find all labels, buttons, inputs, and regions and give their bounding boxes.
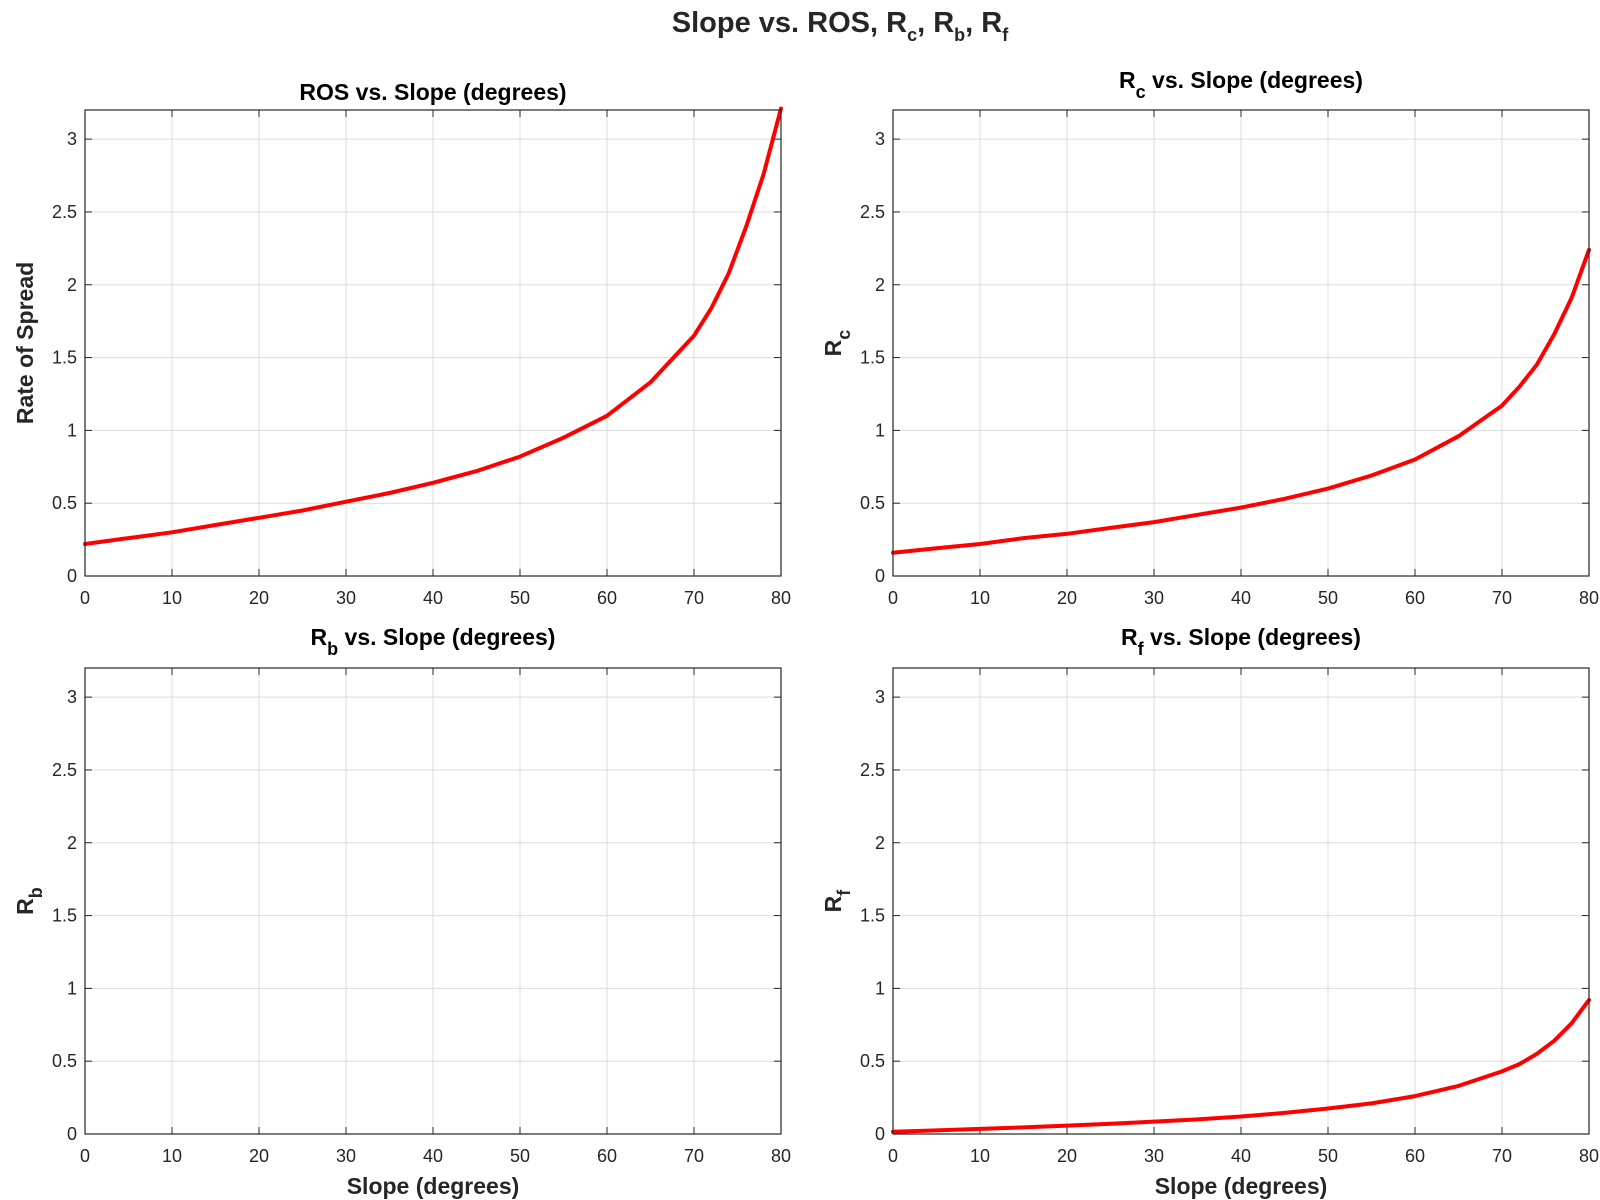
- y-tick-label: 3: [875, 687, 885, 707]
- x-tick-label: 0: [80, 588, 90, 608]
- y-tick-label: 1.5: [860, 348, 885, 368]
- subplot-title: Rc vs. Slope (degrees): [1119, 67, 1363, 102]
- series-line-r-f: [891, 998, 1591, 1134]
- y-tick-label: 0: [67, 566, 77, 586]
- y-tick-label: 1: [875, 978, 885, 998]
- y-tick-label: 2: [67, 833, 77, 853]
- x-tick-label: 50: [1318, 1146, 1338, 1166]
- x-tick-label: 80: [1579, 1146, 1599, 1166]
- x-tick-label: 10: [162, 1146, 182, 1166]
- x-tick-label: 40: [423, 588, 443, 608]
- y-tick-label: 0: [67, 1124, 77, 1144]
- x-tick-label: 70: [684, 1146, 704, 1166]
- figure-title: Slope vs. ROS, Rc, Rb, Rf: [672, 7, 1009, 45]
- y-tick-label: 0.5: [52, 493, 77, 513]
- x-tick-label: 70: [1492, 588, 1512, 608]
- subplot-3: 0 10 20 30 40 50 60 70 80 0 0.5 1 1.5 2 2.5 3 Rb vs. Slo…: [12, 624, 791, 1199]
- y-tick-label: 0.5: [860, 493, 885, 513]
- x-tick-label: 40: [1231, 588, 1251, 608]
- axes-frame: [84, 109, 782, 577]
- x-tick-label: 80: [1579, 588, 1599, 608]
- axes-frame: [892, 667, 1590, 1135]
- y-axis-label: Rb: [12, 887, 46, 915]
- y-tick-label: 3: [875, 129, 885, 149]
- y-tick-label: 2.5: [860, 760, 885, 780]
- x-tick-label: 70: [684, 588, 704, 608]
- y-tick-label: 1: [67, 420, 77, 440]
- series-line-r-c: [891, 247, 1591, 555]
- axes-frame: [892, 109, 1590, 577]
- x-tick-label: 80: [771, 1146, 791, 1166]
- subplot-title: Rf vs. Slope (degrees): [1121, 624, 1361, 659]
- y-tick-label: 2: [875, 275, 885, 295]
- x-tick-label: 20: [249, 588, 269, 608]
- x-tick-label: 60: [1405, 1146, 1425, 1166]
- x-tick-label: 50: [1318, 588, 1338, 608]
- y-tick-label: 1: [67, 978, 77, 998]
- subplot-title: ROS vs. Slope (degrees): [299, 79, 566, 105]
- x-tick-label: 30: [336, 1146, 356, 1166]
- x-tick-label: 0: [888, 1146, 898, 1166]
- y-axis-label: Rf: [820, 889, 854, 913]
- x-axis-label: Slope (degrees): [1155, 1173, 1328, 1199]
- x-tick-label: 30: [1144, 1146, 1164, 1166]
- y-tick-label: 1: [875, 420, 885, 440]
- y-axis-label: Rate of Spread: [12, 262, 38, 424]
- y-tick-label: 2.5: [52, 202, 77, 222]
- y-tick-label: 0: [875, 1124, 885, 1144]
- subplot-2: 0 10 20 30 40 50 60 70 80 0 0.5 1 1.5 2 2.5 3 Rc vs. Slo…: [820, 67, 1599, 608]
- x-tick-label: 50: [510, 1146, 530, 1166]
- y-tick-label: 2.5: [52, 760, 77, 780]
- x-tick-label: 10: [162, 588, 182, 608]
- x-tick-label: 0: [888, 588, 898, 608]
- x-tick-label: 20: [1057, 588, 1077, 608]
- y-tick-label: 0: [875, 566, 885, 586]
- y-tick-label: 3: [67, 129, 77, 149]
- y-tick-label: 3: [67, 687, 77, 707]
- axes-frame: [84, 667, 782, 1135]
- x-tick-label: 60: [1405, 588, 1425, 608]
- x-tick-label: 50: [510, 588, 530, 608]
- x-tick-label: 20: [249, 1146, 269, 1166]
- y-tick-label: 1.5: [860, 906, 885, 926]
- x-tick-label: 30: [1144, 588, 1164, 608]
- x-tick-label: 60: [597, 1146, 617, 1166]
- x-tick-label: 10: [970, 1146, 990, 1166]
- y-tick-label: 2: [67, 275, 77, 295]
- y-tick-label: 1.5: [52, 348, 77, 368]
- series-line-ros: [83, 106, 783, 546]
- x-tick-label: 20: [1057, 1146, 1077, 1166]
- y-axis-label: Rc: [820, 330, 854, 357]
- x-tick-label: 40: [423, 1146, 443, 1166]
- y-tick-label: 0.5: [860, 1051, 885, 1071]
- x-axis-label: Slope (degrees): [347, 1173, 520, 1199]
- x-tick-label: 40: [1231, 1146, 1251, 1166]
- subplot-1: 0 10 20 30 40 50 60 70 80 0 0.5 1 1.5 2 2.5 3 ROS vs. Sl…: [12, 79, 791, 608]
- y-tick-label: 1.5: [52, 906, 77, 926]
- x-tick-label: 30: [336, 588, 356, 608]
- x-tick-label: 80: [771, 588, 791, 608]
- y-tick-label: 2.5: [860, 202, 885, 222]
- x-tick-label: 10: [970, 588, 990, 608]
- subplot-4: 0 10 20 30 40 50 60 70 80 0 0.5 1 1.5 2 2.5 3 Rf vs. Slo…: [820, 624, 1599, 1199]
- x-tick-label: 0: [80, 1146, 90, 1166]
- x-tick-label: 60: [597, 588, 617, 608]
- x-tick-label: 70: [1492, 1146, 1512, 1166]
- y-tick-label: 2: [875, 833, 885, 853]
- y-tick-label: 0.5: [52, 1051, 77, 1071]
- subplot-title: Rb vs. Slope (degrees): [311, 624, 556, 659]
